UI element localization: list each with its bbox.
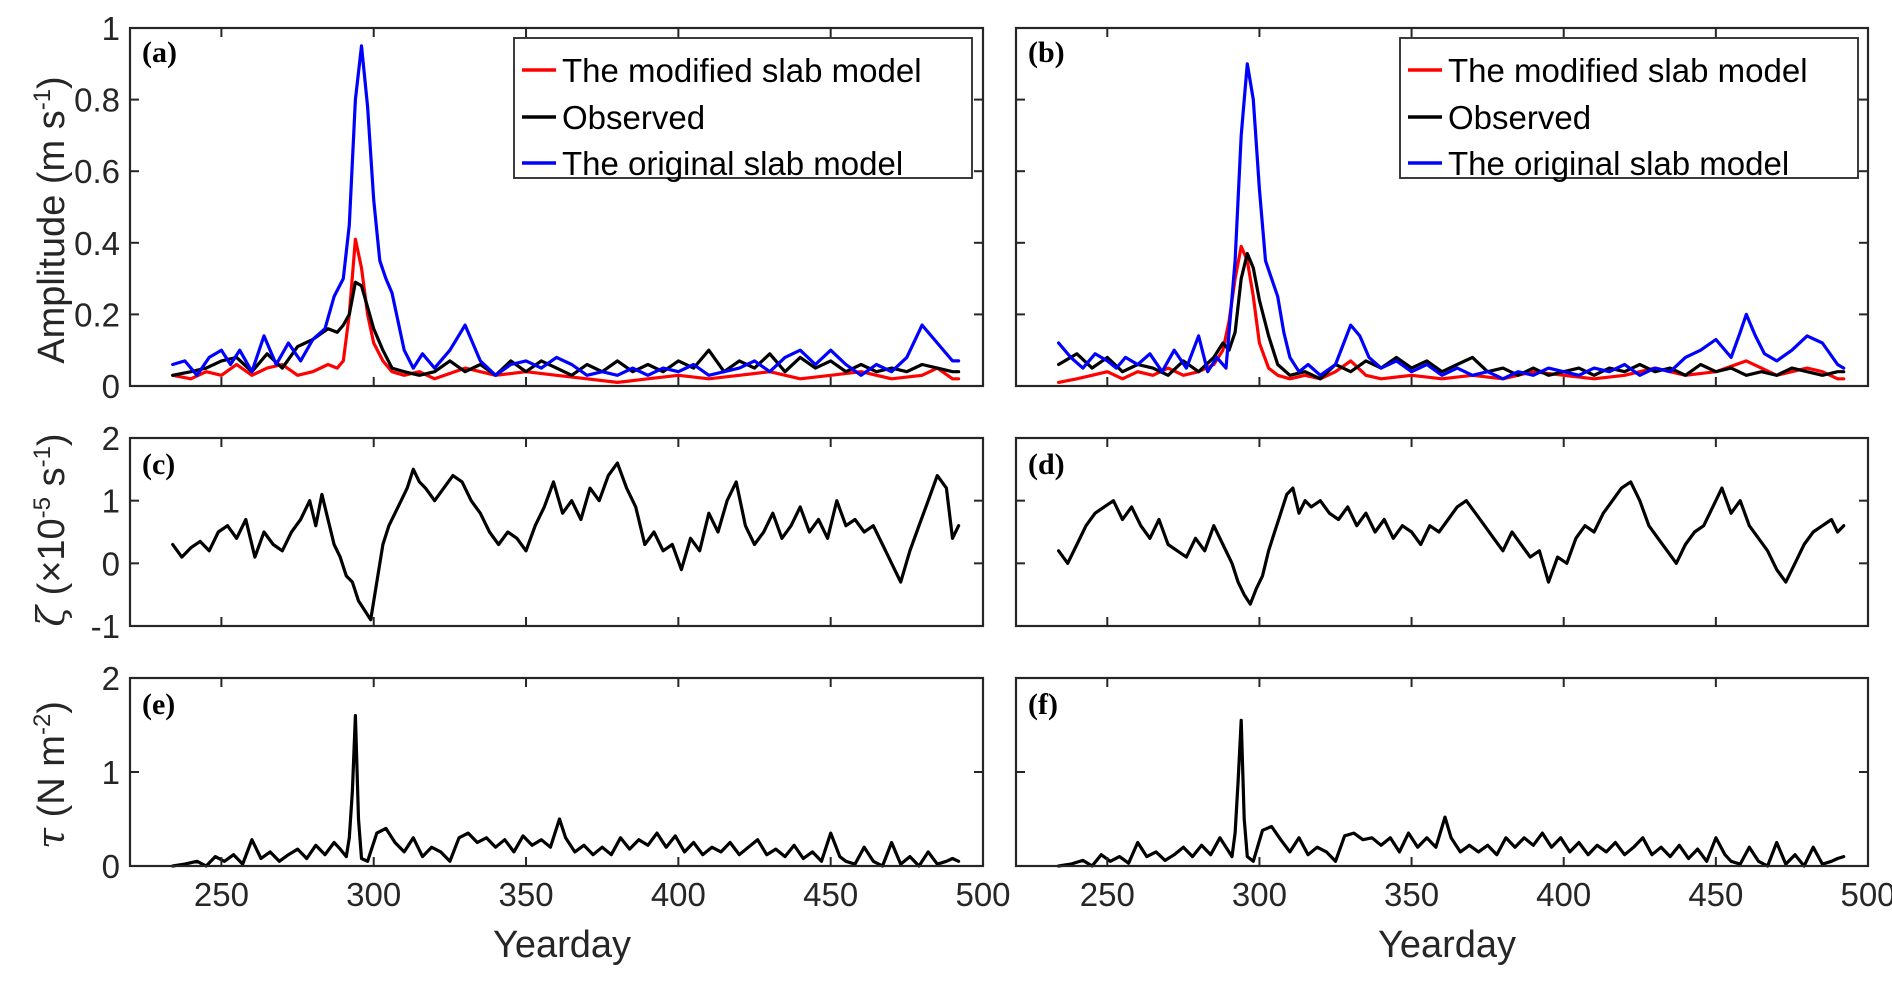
axes-frame-c [128, 436, 985, 628]
panel-d: (d) [1014, 436, 1870, 628]
ytick-label-a-3: 0.6 [74, 153, 120, 190]
xtick-label-e-350: 350 [499, 876, 554, 913]
legend-a-box [513, 37, 973, 179]
legend-a-label-observed: Observed [562, 99, 705, 136]
series-layer-c [171, 461, 961, 622]
ylabel-stress: τ (N m-2) [29, 701, 73, 849]
legend-b-label-modified: The modified slab model [1448, 52, 1808, 89]
legend-b-label-observed: Observed [1448, 99, 1591, 136]
series-b-observed [1056, 251, 1846, 381]
panel-label-b: (b) [1028, 36, 1065, 69]
ytick-label-c-3: 2 [102, 420, 120, 457]
panel-f: 250 300 350 400 450 500 (f) [1014, 676, 1892, 913]
series-layer-b [1056, 62, 1846, 384]
ytick-label-e-1: 1 [102, 754, 120, 791]
series-b-the-original-slab-model [1056, 62, 1846, 381]
axes-frame-e [128, 676, 985, 868]
series-d-line [1056, 480, 1846, 606]
series-a-the-original-slab-model [171, 44, 961, 377]
xtick-label-f-400: 400 [1536, 876, 1591, 913]
legend-b-box [1399, 37, 1859, 179]
axes-frame-a [128, 26, 985, 388]
axes-frame-d [1014, 436, 1870, 628]
series-layer-d [1056, 480, 1846, 606]
ytick-label-c-0: -1 [91, 608, 120, 645]
ytick-label-e-2: 2 [102, 660, 120, 697]
series-layer-a [171, 44, 961, 384]
panel-label-f: (f) [1028, 688, 1058, 721]
xtick-label-f-350: 350 [1384, 876, 1439, 913]
xlabel-left: Yearday [493, 924, 631, 966]
xtick-label-e-500: 500 [955, 876, 1010, 913]
series-f-line [1056, 718, 1846, 868]
xtick-label-f-500: 500 [1840, 876, 1892, 913]
legend-a: The modified slab model Observed The ori… [513, 37, 973, 182]
panel-a: 0 0.2 0.4 0.6 0.8 1 (a) [74, 10, 985, 405]
legend-a-label-original: The original slab model [562, 145, 903, 182]
xtick-label-e-250: 250 [194, 876, 249, 913]
ytick-label-c-2: 1 [102, 483, 120, 520]
legend-b: The modified slab model Observed The ori… [1399, 37, 1859, 182]
xtick-label-e-450: 450 [803, 876, 858, 913]
series-b-the-modified-slab-model [1056, 244, 1846, 384]
ytick-label-a-4: 0.8 [74, 82, 120, 119]
axes-frame-b [1014, 26, 1870, 388]
xtick-label-f-300: 300 [1232, 876, 1287, 913]
xtick-label-e-400: 400 [651, 876, 706, 913]
legend-b-label-original: The original slab model [1448, 145, 1789, 182]
ytick-label-a-1: 0.2 [74, 296, 120, 333]
xlabel-right: Yearday [1378, 924, 1516, 966]
xtick-label-f-250: 250 [1080, 876, 1135, 913]
ytick-label-e-0: 0 [102, 848, 120, 885]
panel-label-c: (c) [142, 448, 175, 481]
panel-c: -1 0 1 2 (c) [91, 420, 985, 645]
ytick-label-a-0: 0 [102, 368, 120, 405]
series-layer-e [171, 713, 961, 868]
panel-label-e: (e) [142, 688, 175, 721]
panel-e: 250 300 350 400 450 500 0 1 2 (e) [102, 660, 1011, 913]
ylabel-vorticity: ζ (×10-5 s-1) [29, 433, 73, 626]
panel-label-a: (a) [142, 36, 177, 69]
series-c-line [171, 461, 961, 622]
series-e-line [171, 713, 961, 868]
panel-b: (b) [1014, 26, 1870, 388]
ytick-label-c-1: 0 [102, 545, 120, 582]
panel-label-d: (d) [1028, 448, 1065, 481]
ylabel-amplitude: Amplitude (m s-1) [29, 76, 73, 363]
xtick-label-f-450: 450 [1688, 876, 1743, 913]
ytick-label-a-2: 0.4 [74, 225, 120, 262]
legend-a-label-modified: The modified slab model [562, 52, 922, 89]
ytick-label-a-5: 1 [102, 10, 120, 47]
xtick-label-e-300: 300 [346, 876, 401, 913]
axes-frame-f [1014, 676, 1870, 868]
series-layer-f [1056, 718, 1846, 868]
